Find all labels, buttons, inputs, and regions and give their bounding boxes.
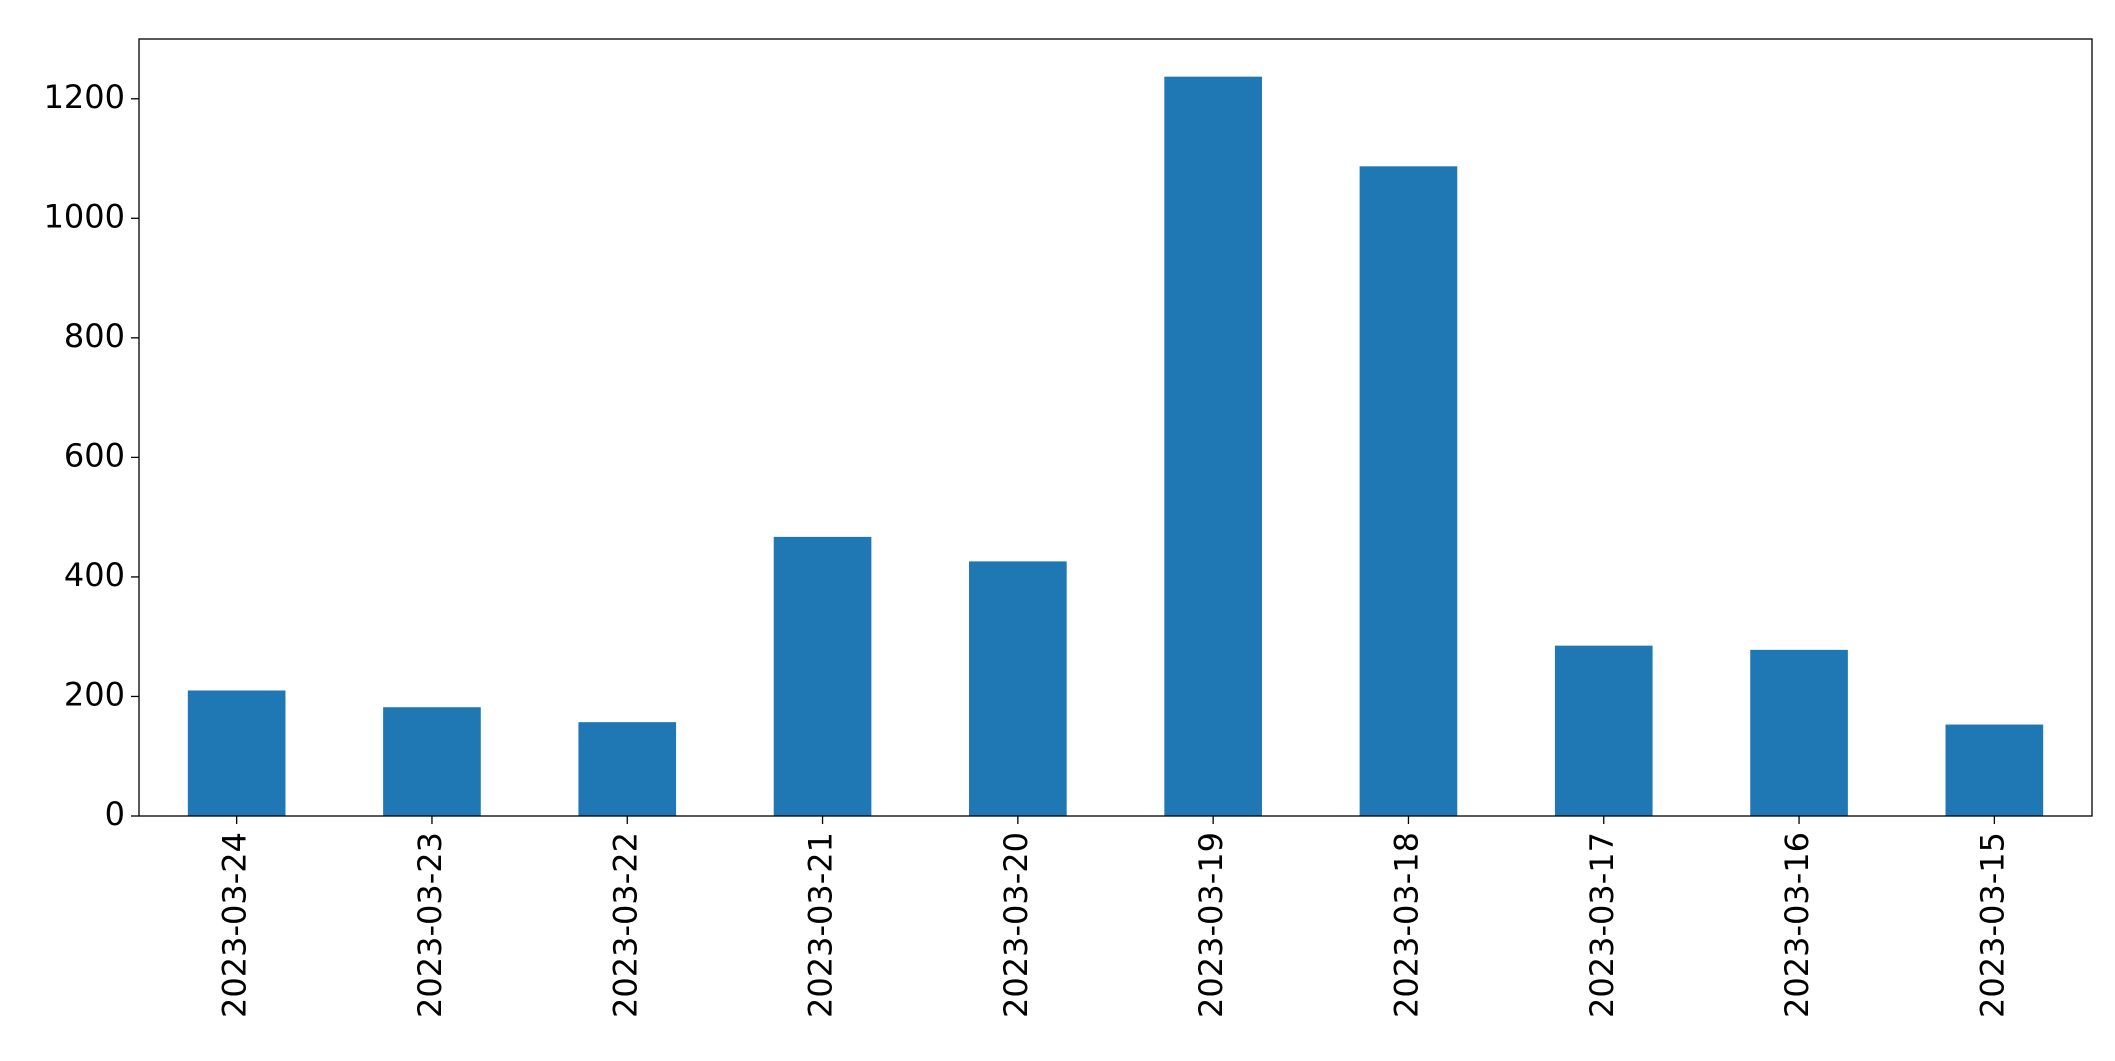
x-tick-label: 2023-03-20 xyxy=(997,832,1035,1018)
x-tick-label: 2023-03-19 xyxy=(1192,832,1230,1018)
bar xyxy=(1164,76,1262,817)
y-tick-label: 1000 xyxy=(44,197,125,235)
x-tick-label: 2023-03-23 xyxy=(411,832,449,1018)
y-tick-label: 0 xyxy=(105,795,125,833)
y-tick-label: 400 xyxy=(64,556,125,594)
bar xyxy=(773,536,872,816)
bar xyxy=(1554,645,1653,816)
y-tick-label: 600 xyxy=(64,436,125,474)
x-tick-label: 2023-03-16 xyxy=(1778,832,1816,1018)
x-tick-label: 2023-03-21 xyxy=(802,832,840,1018)
bar xyxy=(1750,649,1848,816)
y-tick-label: 200 xyxy=(64,675,125,713)
x-tick-label: 2023-03-18 xyxy=(1387,832,1425,1018)
axes-frame xyxy=(138,38,2093,817)
x-tick-label: 2023-03-22 xyxy=(606,832,644,1018)
y-tick-label: 800 xyxy=(64,317,125,355)
x-tick-label: 2023-03-24 xyxy=(216,832,254,1018)
x-tick-label: 2023-03-17 xyxy=(1583,832,1621,1018)
bar xyxy=(969,561,1067,816)
bar xyxy=(383,707,481,816)
x-tick-label: 2023-03-15 xyxy=(1973,832,2011,1018)
y-tick-label: 1200 xyxy=(44,78,125,116)
bar xyxy=(578,722,677,816)
bar xyxy=(1945,724,2044,816)
bar xyxy=(1359,166,1458,816)
bar xyxy=(187,690,286,816)
